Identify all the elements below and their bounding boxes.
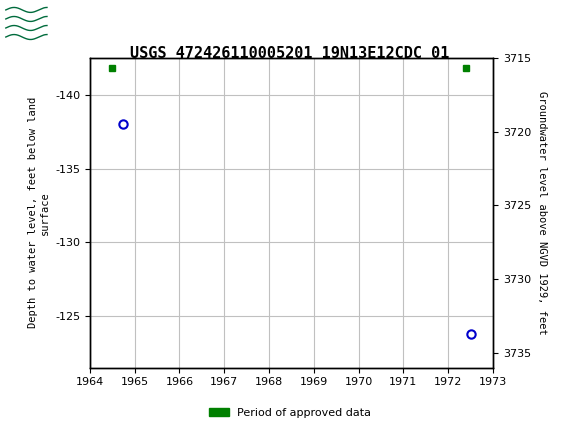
- FancyBboxPatch shape: [5, 3, 48, 42]
- Y-axis label: Groundwater level above NGVD 1929, feet: Groundwater level above NGVD 1929, feet: [536, 91, 546, 335]
- Text: USGS 472426110005201 19N13E12CDC 01: USGS 472426110005201 19N13E12CDC 01: [130, 46, 450, 61]
- Y-axis label: Depth to water level, feet below land
surface: Depth to water level, feet below land su…: [28, 97, 49, 329]
- Text: USGS: USGS: [58, 14, 102, 31]
- Legend: Period of approved data: Period of approved data: [204, 403, 376, 422]
